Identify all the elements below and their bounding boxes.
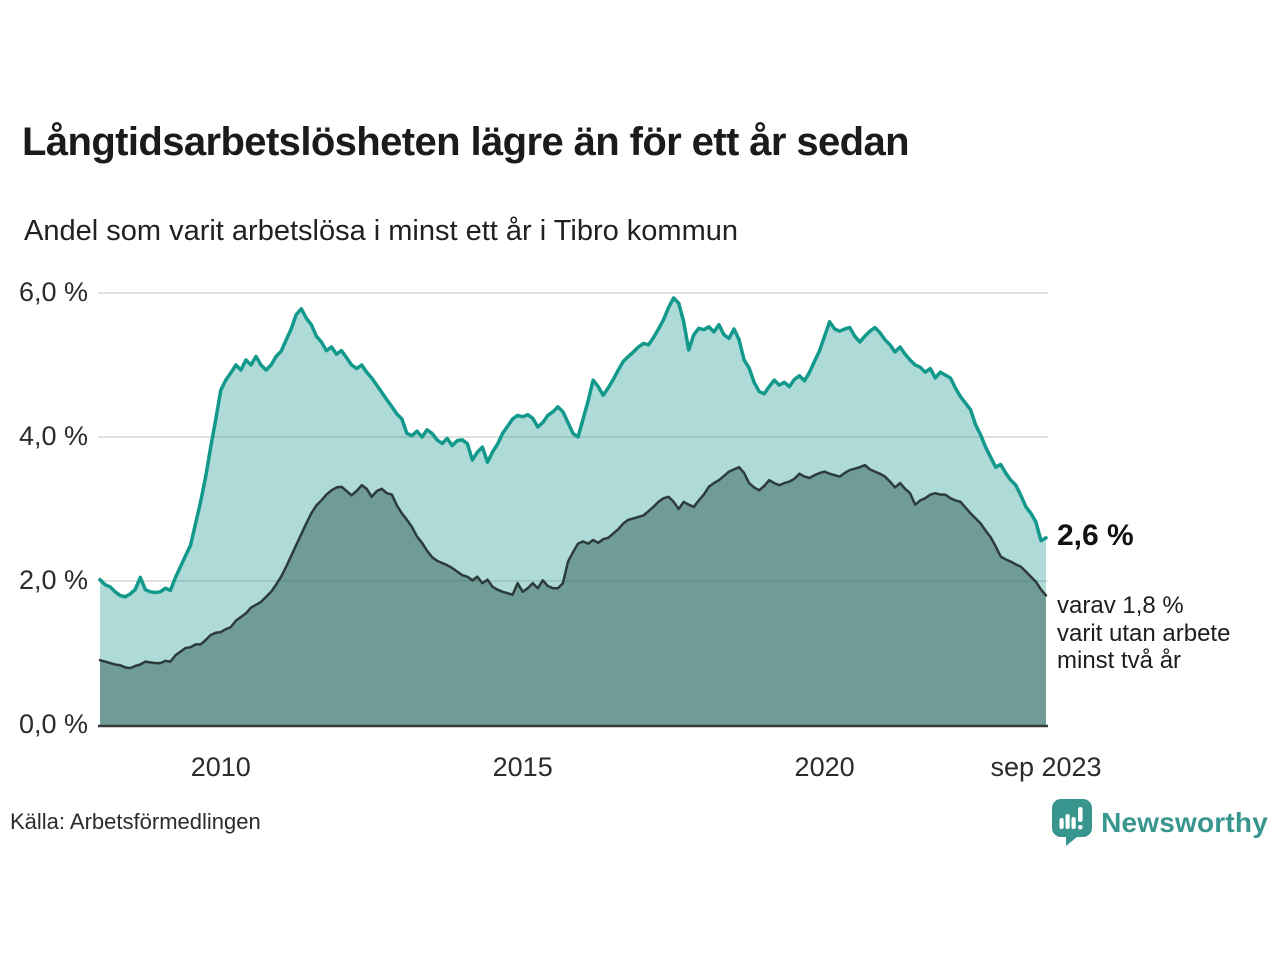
x-tick-2020: 2020: [794, 752, 855, 782]
y-tick-2: 2,0 %: [18, 565, 88, 595]
page-title: Långtidsarbetslösheten lägre än för ett …: [22, 120, 910, 164]
source-credit: Källa: Arbetsförmedlingen: [10, 809, 261, 834]
secondary-value-note: varav 1,8 % varit utan arbete minst två …: [1057, 592, 1230, 675]
brand-logo: Newsworthy: [1052, 799, 1268, 846]
bar-chart-glyph: [1059, 807, 1083, 830]
newsworthy-pin-icon: [1052, 799, 1093, 846]
note-line-3: minst två år: [1057, 647, 1182, 675]
series-twoyear-line: [98, 463, 1048, 670]
series-total-line: [98, 296, 1048, 599]
gridlines: [98, 292, 1048, 582]
x-tick-2015: 2015: [492, 752, 553, 782]
note-line-1: varav 1,8 %: [1057, 592, 1184, 620]
series-twoyear-area: [100, 465, 1046, 725]
brand-name: Newsworthy: [1101, 806, 1268, 838]
latest-value-label: 2,6 %: [1057, 518, 1134, 552]
x-tick-2010: 2010: [190, 752, 251, 782]
chart-subtitle: Andel som varit arbetslösa i minst ett å…: [24, 215, 738, 247]
note-line-2: varit utan arbete: [1057, 619, 1231, 647]
y-tick-6: 6,0 %: [18, 277, 88, 307]
x-tick-sep2023: sep 2023: [990, 752, 1102, 782]
series-total-area: [100, 298, 1046, 725]
y-tick-0: 0,0 %: [18, 709, 88, 739]
y-tick-4: 4,0 %: [18, 421, 88, 451]
